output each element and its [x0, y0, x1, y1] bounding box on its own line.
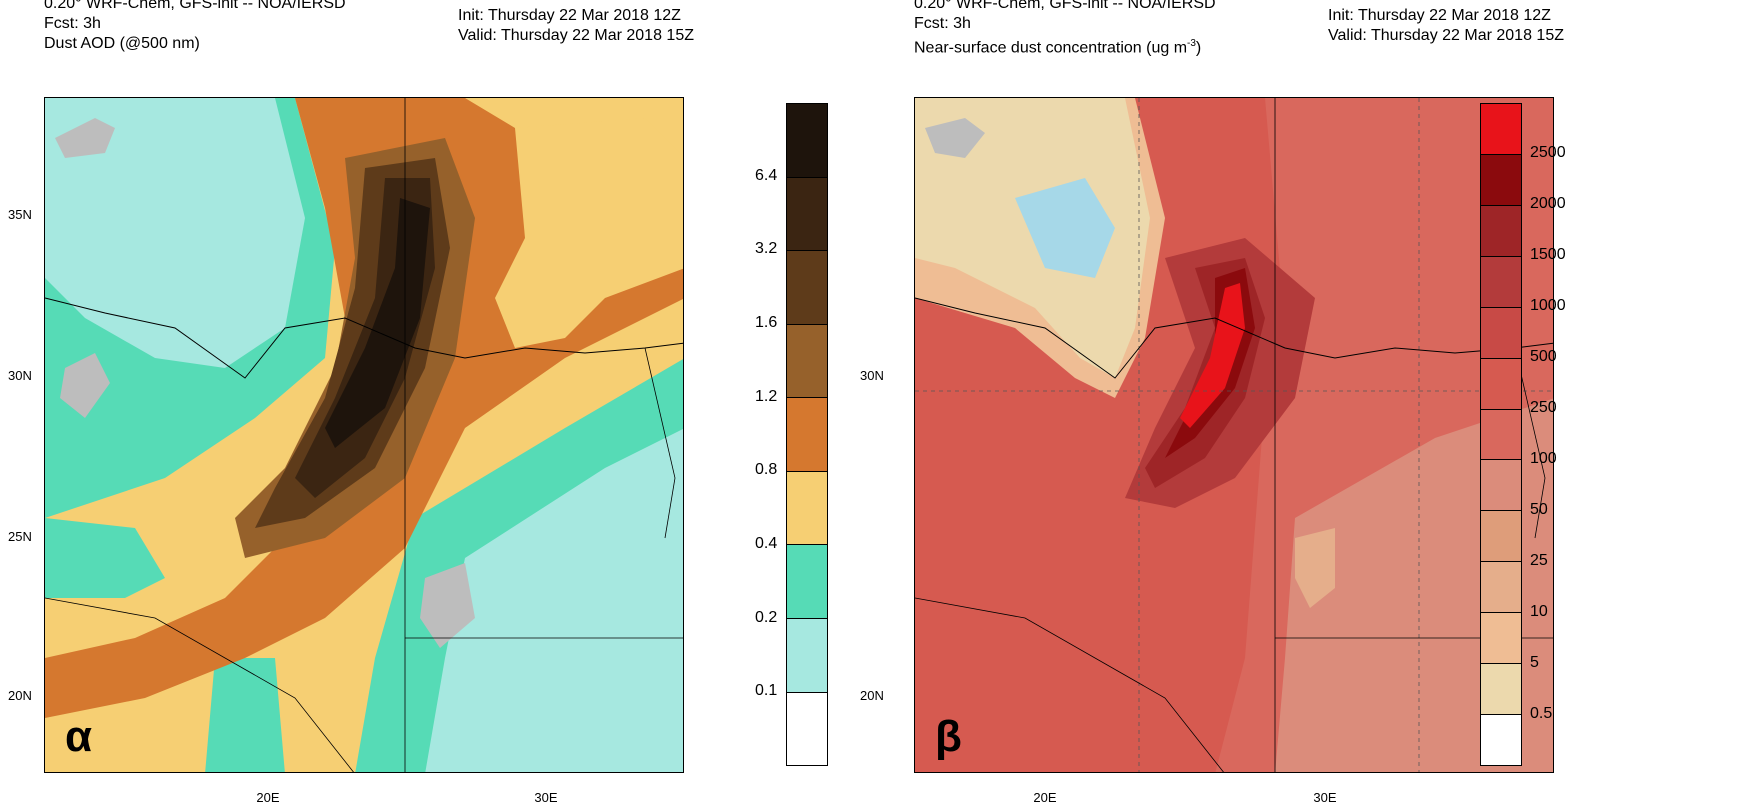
colorbar-tick-label: 1500	[1530, 246, 1566, 263]
colorbar-tick-label: 1000	[1530, 297, 1566, 314]
header-right: Init: Thursday 22 Mar 2018 12Z Valid: Th…	[1328, 6, 1564, 46]
header-left: 0.20° WRF-Chem, GFS-init -- NOA/IERSD Fc…	[44, 0, 346, 54]
colorbar-swatch	[787, 470, 827, 545]
lat-20n: 20N	[860, 688, 884, 703]
lat-20n: 20N	[8, 688, 32, 703]
colorbar-swatch	[1481, 104, 1521, 154]
colorbar-tick-label: 0.1	[755, 682, 778, 700]
colorbar-swatch	[1481, 714, 1521, 765]
panel-letter-alpha: α	[65, 712, 93, 761]
colorbar-swatch	[787, 104, 827, 177]
model-title: 0.20° WRF-Chem, GFS-init -- NOA/IERSD	[914, 0, 1216, 12]
lon-20e: 20E	[256, 790, 280, 805]
aod-field	[45, 98, 683, 772]
colorbar-tick-label: 0.2	[755, 608, 778, 626]
forecast-hour: Fcst: 3h	[44, 15, 101, 32]
colorbar-tick-label: 0.5	[1530, 705, 1553, 722]
valid-time: Valid: Thursday 22 Mar 2018 15Z	[1328, 27, 1564, 44]
panel-aod: 0.20° WRF-Chem, GFS-init -- NOA/IERSD Fc…	[8, 0, 828, 805]
colorbar-tick-label: 250	[1530, 399, 1557, 416]
colorbar-swatch	[787, 397, 827, 471]
lat-25n: 25N	[8, 529, 32, 544]
panel-dust-concentration: 0.20° WRF-Chem, GFS-init -- NOA/IERSD Fc…	[860, 0, 1740, 808]
dust-concentration-field	[915, 98, 1553, 772]
colorbar-swatch	[1481, 357, 1521, 409]
header-left: 0.20° WRF-Chem, GFS-init -- NOA/IERSD Fc…	[914, 0, 1216, 58]
forecast-hour: Fcst: 3h	[914, 15, 971, 32]
panel-letter-beta: β	[935, 712, 962, 761]
init-time: Init: Thursday 22 Mar 2018 12Z	[1328, 7, 1551, 24]
colorbar-tick-label: 2500	[1530, 144, 1566, 161]
model-title: 0.20° WRF-Chem, GFS-init -- NOA/IERSD	[44, 0, 346, 12]
colorbar-swatch	[1481, 255, 1521, 307]
colorbar-swatch	[1481, 153, 1521, 205]
colorbar-tick-label: 0.4	[755, 535, 778, 552]
colorbar-swatch	[787, 323, 827, 398]
colorbar-tick-label: 5	[1530, 654, 1539, 671]
colorbar-tick-label: 3.2	[755, 240, 778, 258]
colorbar-swatch	[1481, 612, 1521, 664]
colorbar-tick-label: 6.4	[755, 166, 778, 184]
colorbar-swatch	[787, 250, 827, 324]
field-name: Near-surface dust concentration (ug m-3)	[914, 38, 1202, 57]
lon-30e: 30E	[1313, 790, 1337, 805]
lat-30n: 30N	[860, 368, 884, 383]
init-time: Init: Thursday 22 Mar 2018 12Z	[458, 7, 681, 24]
lon-20e: 20E	[1033, 790, 1057, 805]
colorbar-swatch	[1481, 459, 1521, 511]
colorbar-dust	[1480, 103, 1522, 766]
header-right: Init: Thursday 22 Mar 2018 12Z Valid: Th…	[458, 6, 694, 46]
colorbar-swatch	[787, 617, 827, 692]
map-aod: α	[44, 97, 684, 773]
colorbar-aod	[786, 103, 828, 766]
lat-35n: 35N	[8, 207, 32, 222]
colorbar-tick-label: 0.8	[755, 461, 778, 479]
colorbar-swatch	[1481, 663, 1521, 715]
colorbar-swatch	[1481, 408, 1521, 460]
colorbar-tick-label: 2000	[1530, 195, 1566, 212]
lat-30n: 30N	[8, 368, 32, 383]
colorbar-swatch	[787, 691, 827, 766]
valid-time: Valid: Thursday 22 Mar 2018 15Z	[458, 27, 694, 44]
colorbar-tick-label: 1.6	[755, 314, 778, 331]
field-name: Dust AOD (@500 nm)	[44, 35, 200, 52]
map-dust-concentration: β	[914, 97, 1554, 773]
lon-30e: 30E	[534, 790, 558, 805]
colorbar-swatch	[1481, 306, 1521, 358]
colorbar-swatch	[1481, 561, 1521, 613]
colorbar-swatch	[787, 176, 827, 251]
colorbar-tick-label: 50	[1530, 501, 1548, 518]
colorbar-tick-label: 25	[1530, 552, 1548, 569]
colorbar-tick-label: 1.2	[755, 387, 778, 405]
colorbar-swatch	[787, 544, 827, 618]
colorbar-tick-label: 100	[1530, 450, 1557, 467]
colorbar-swatch	[1481, 510, 1521, 562]
colorbar-tick-label: 500	[1530, 348, 1557, 365]
colorbar-swatch	[1481, 204, 1521, 256]
colorbar-tick-label: 10	[1530, 603, 1548, 620]
